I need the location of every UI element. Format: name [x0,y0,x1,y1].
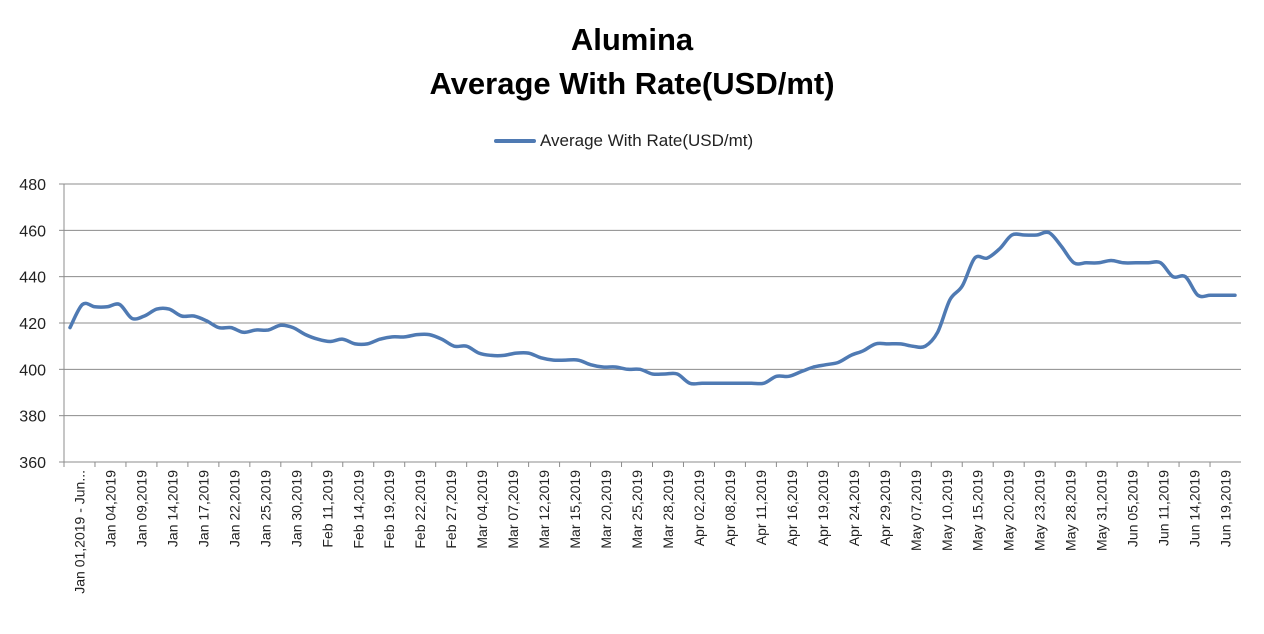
x-tick-label: Mar 25,2019 [629,470,645,549]
legend-label: Average With Rate(USD/mt) [540,131,754,150]
x-tick-label: Apr 08,2019 [722,470,738,546]
y-tick-label: 400 [19,362,46,379]
x-tick-label: Jan 22,2019 [226,470,242,547]
x-tick-label: Feb 27,2019 [443,470,459,549]
x-tick-label: Jan 09,2019 [133,470,149,547]
x-tick-label: May 28,2019 [1063,470,1079,551]
x-axis-ticks: Jan 01,2019 - Jun... Jan 04,2019 Jan 09,20… [63,462,1234,594]
legend-line-swatch [494,139,536,143]
x-tick-label: Jun 05,2019 [1125,470,1141,547]
y-tick-label: 380 [19,409,46,426]
gridlines [64,183,1241,417]
x-tick-label: May 31,2019 [1094,470,1110,551]
x-tick-label: Jun 11,2019 [1156,470,1172,546]
x-tick-label: Mar 20,2019 [598,470,614,549]
series-line-average-with-rate [68,230,1237,386]
x-tick-label: Jan 04,2019 [102,470,118,547]
y-tick-label: 360 [19,455,46,472]
x-tick-label: May 23,2019 [1032,470,1048,551]
x-tick-label: Mar 07,2019 [505,470,521,549]
x-tick-label: Jan 25,2019 [257,470,273,547]
chart-title: Alumina [570,22,694,57]
x-tick-label: Feb 22,2019 [412,470,428,549]
y-tick-label: 440 [19,270,46,287]
x-tick-label: May 07,2019 [908,470,924,551]
x-tick-label: May 10,2019 [939,470,955,551]
x-tick-label: Jun 14,2019 [1187,470,1203,547]
y-axis-ticks: 360 380 400 420 440 460 480 [19,177,64,472]
x-tick-label: Jan 01,2019 - Jun... [71,470,87,594]
x-tick-label: Apr 16,2019 [784,470,800,546]
x-tick-label: Mar 28,2019 [660,470,676,549]
x-tick-label: Apr 11,2019 [753,470,769,545]
y-tick-label: 460 [19,223,46,240]
x-tick-label: Apr 02,2019 [691,470,707,546]
series-layer [68,230,1237,386]
x-tick-label: Apr 24,2019 [846,470,862,546]
x-tick-label: Mar 15,2019 [567,470,583,549]
x-tick-label: Mar 12,2019 [536,470,552,549]
x-tick-label: Jan 17,2019 [195,470,211,547]
x-tick-label: Apr 19,2019 [815,470,831,546]
x-tick-label: Feb 14,2019 [350,470,366,549]
x-tick-label: Mar 04,2019 [474,470,490,549]
legend: Average With Rate(USD/mt) [494,130,753,152]
x-tick-label: Jan 14,2019 [164,470,180,547]
chart-subtitle: Average With Rate(USD/mt) [429,66,835,101]
x-tick-label: Feb 11,2019 [319,470,335,548]
x-tick-label: May 15,2019 [970,470,986,551]
x-tick-label: May 20,2019 [1001,470,1017,551]
x-tick-label: Jun 19,2019 [1218,470,1234,547]
y-tick-label: 480 [19,177,46,194]
x-tick-label: Feb 19,2019 [381,470,397,549]
y-tick-label: 420 [19,316,46,333]
x-tick-label: Apr 29,2019 [877,470,893,546]
x-tick-label: Jan 30,2019 [288,470,304,547]
